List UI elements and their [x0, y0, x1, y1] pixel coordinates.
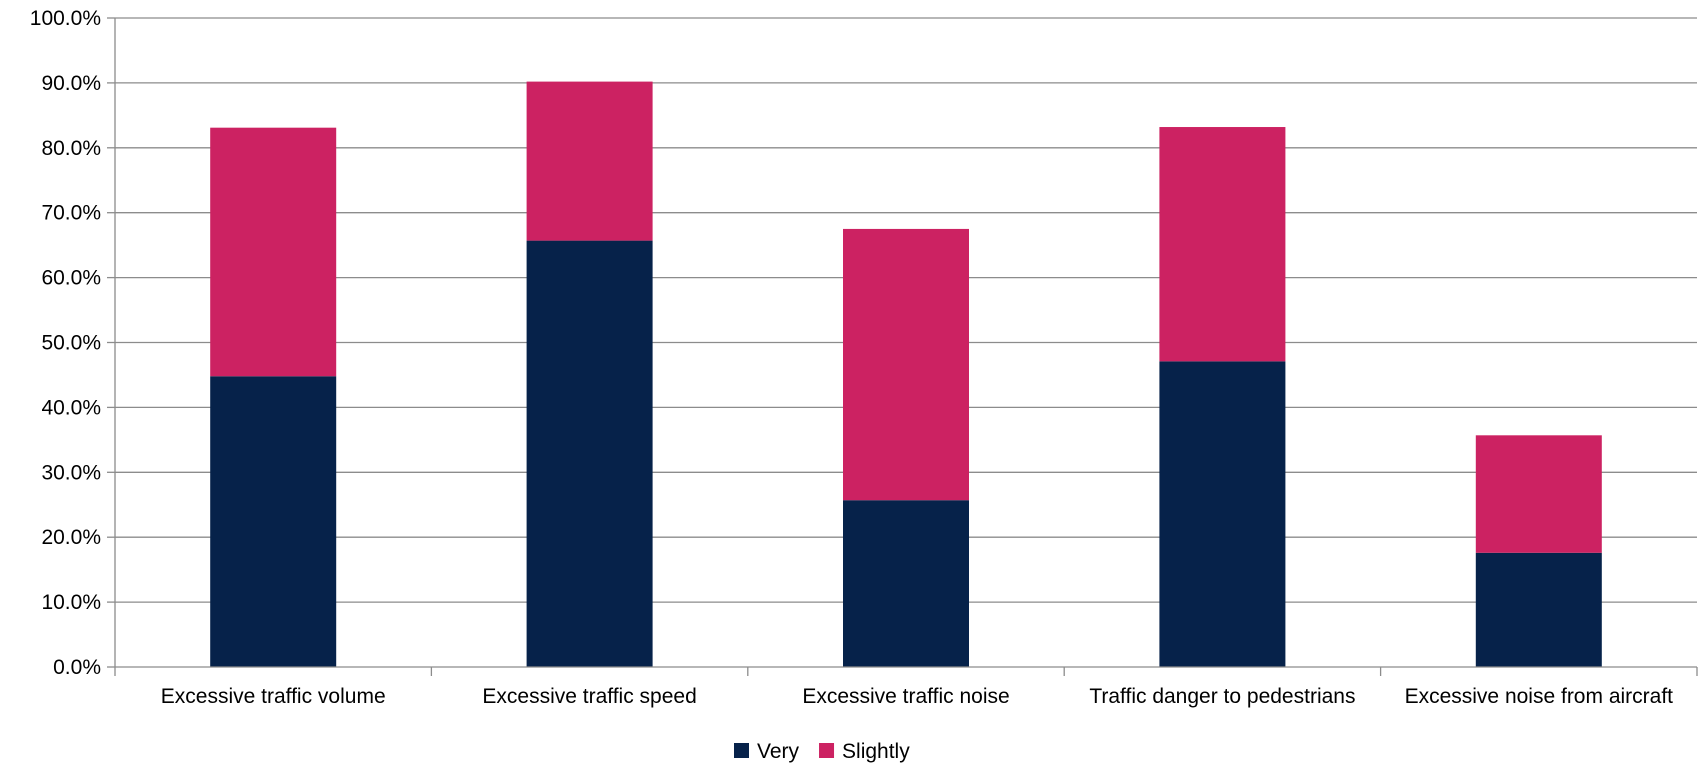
y-tick-label: 20.0% — [41, 526, 101, 549]
bars — [210, 81, 1602, 667]
bar-slightly-2 — [843, 228, 969, 501]
y-tick-label: 80.0% — [41, 137, 101, 160]
x-category-label: Excessive traffic speed — [482, 685, 696, 708]
y-tick-label: 60.0% — [41, 267, 101, 290]
y-tick-label: 0.0% — [53, 656, 101, 679]
bar-very-2 — [843, 500, 969, 667]
y-tick-label: 10.0% — [41, 591, 101, 614]
x-category-label: Excessive traffic volume — [161, 685, 386, 708]
legend-label-slightly: Slightly — [842, 740, 910, 763]
bar-very-1 — [526, 240, 653, 667]
legend-label-very: Very — [757, 740, 800, 763]
y-tick-label: 100.0% — [30, 7, 101, 30]
bar-very-4 — [1475, 552, 1602, 667]
bar-very-0 — [210, 376, 337, 667]
bar-slightly-4 — [1475, 435, 1602, 553]
axes — [114, 18, 1697, 668]
x-axis-ticks: Excessive traffic volume Excessive traffi… — [114, 667, 1698, 708]
x-category-label: Traffic danger to pedestrians — [1089, 685, 1355, 708]
bar-slightly-0 — [210, 127, 337, 377]
x-category-label: Excessive noise from aircraft — [1405, 685, 1674, 708]
y-tick-label: 50.0% — [41, 332, 101, 355]
y-tick-label: 70.0% — [41, 202, 101, 225]
bar-very-3 — [1159, 361, 1286, 667]
x-category-label: Excessive traffic noise — [802, 685, 1009, 708]
y-tick-label: 30.0% — [41, 461, 101, 484]
y-axis-ticks: 0.0% 10.0% 20.0% 30.0% 40.0% 50.0% 60.0% 70.0% 8… — [30, 7, 115, 679]
legend-swatch-very — [734, 743, 749, 758]
bar-slightly-3 — [1159, 127, 1286, 362]
legend: Very Slightly — [734, 740, 910, 763]
y-tick-label: 40.0% — [41, 396, 101, 419]
bar-slightly-1 — [526, 81, 653, 241]
y-tick-label: 90.0% — [41, 72, 101, 95]
legend-swatch-slightly — [819, 743, 835, 758]
